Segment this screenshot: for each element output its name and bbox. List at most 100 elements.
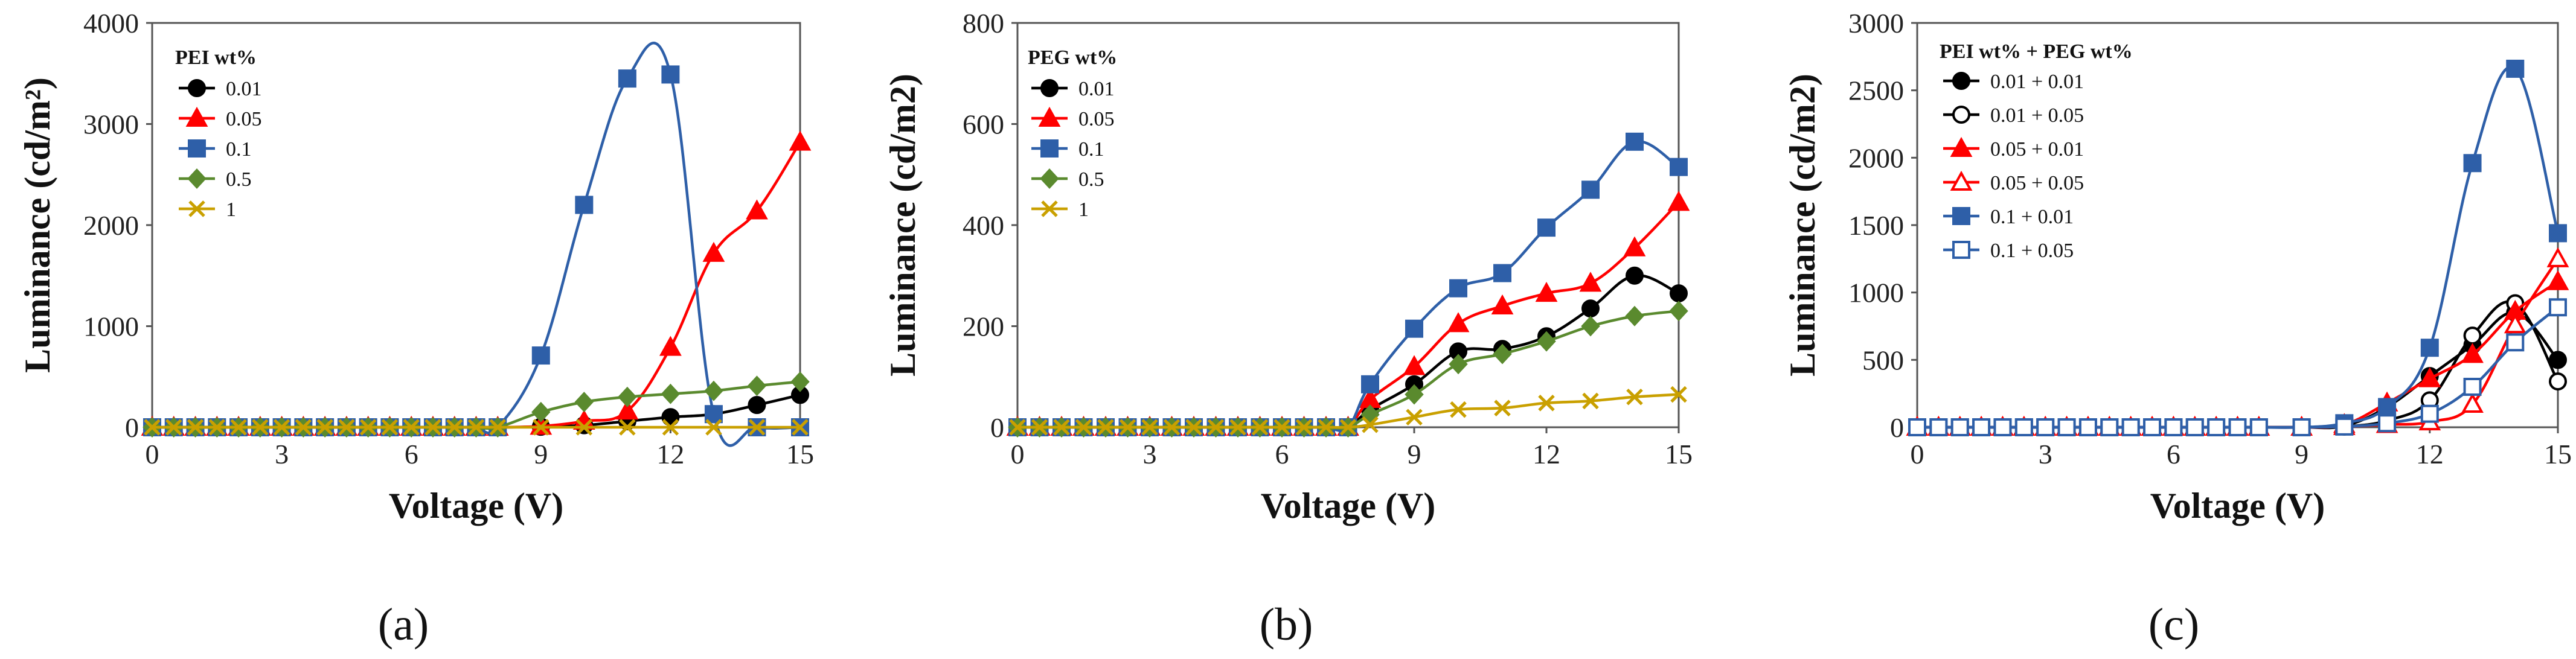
data-point <box>1449 279 1467 298</box>
panel-label-c: (c) <box>2148 599 2199 650</box>
data-point <box>1491 294 1514 314</box>
data-point <box>2420 404 2439 423</box>
legend-entry: 0.01 <box>1078 78 1115 100</box>
y-axis-title: Luminance (cd/m2) <box>883 74 923 377</box>
x-tick-label: 3 <box>275 439 289 470</box>
panel-a: (a) 0 1000 2000 3000 4000 0 3 6 9 12 15 Voltage (V)… <box>18 8 814 650</box>
legend-entry: 0.01 <box>226 78 262 100</box>
panel-label-a: (a) <box>378 599 429 650</box>
series-line <box>1917 300 2559 429</box>
x-tick-label: 3 <box>2039 439 2052 470</box>
data-point <box>2228 418 2247 436</box>
legend-entry: 0.05 <box>1078 108 1115 130</box>
data-point <box>659 336 682 356</box>
data-point <box>2463 378 2482 396</box>
data-point <box>2378 414 2397 433</box>
legend-entry: 0.1 <box>1078 138 1104 161</box>
series-line <box>1017 139 1680 432</box>
data-point <box>618 386 637 407</box>
data-point <box>1361 375 1379 393</box>
legend-title: PEI wt% <box>175 46 257 69</box>
data-point <box>1579 272 1602 292</box>
y-tick-label: 500 <box>1862 345 1904 375</box>
x-tick-label: 6 <box>405 439 418 470</box>
data-point <box>705 419 722 436</box>
data-point <box>1447 312 1470 333</box>
data-point <box>2546 247 2569 267</box>
data-point <box>467 419 485 436</box>
series-line <box>1017 310 1679 430</box>
legend-marker <box>1952 207 1970 225</box>
data-point <box>2014 418 2033 436</box>
panel-label-b: (b) <box>1260 599 1313 650</box>
legend-marker <box>1040 168 1059 189</box>
data-point <box>2546 270 2569 290</box>
y-tick-label: 4000 <box>83 8 139 39</box>
data-point <box>144 419 161 436</box>
data-point <box>661 65 680 84</box>
data-point <box>2249 418 2268 436</box>
data-point <box>1163 419 1181 436</box>
data-point <box>1207 419 1225 436</box>
data-point <box>1403 355 1426 375</box>
data-point <box>1119 419 1136 436</box>
data-point <box>662 419 679 436</box>
x-tick-label: 15 <box>786 439 814 470</box>
data-point <box>2185 418 2204 436</box>
data-point <box>748 419 766 436</box>
data-point <box>1405 384 1424 405</box>
data-point <box>2549 224 2567 243</box>
data-point <box>187 419 204 436</box>
data-point <box>403 419 420 436</box>
data-point <box>252 419 269 436</box>
data-point <box>2461 392 2484 413</box>
data-point <box>531 346 550 365</box>
data-point <box>1626 132 1644 151</box>
data-point <box>746 199 768 220</box>
data-point <box>2504 313 2526 334</box>
data-point <box>1929 418 1948 436</box>
data-point <box>165 419 182 436</box>
y-tick-label: 2000 <box>83 210 139 241</box>
y-tick-label: 200 <box>963 311 1004 342</box>
y-tick-label: 400 <box>963 210 1004 241</box>
data-point <box>1405 319 1423 338</box>
data-point <box>1626 388 1643 406</box>
data-point <box>273 419 290 436</box>
data-point <box>2420 339 2439 357</box>
data-point <box>2506 59 2525 78</box>
data-point <box>790 371 810 392</box>
data-point <box>2078 418 2097 436</box>
data-point <box>1670 284 1688 303</box>
data-point <box>2143 418 2162 436</box>
data-point <box>1670 386 1687 403</box>
data-point <box>2463 326 2482 345</box>
data-point <box>1295 419 1313 436</box>
data-point <box>2036 418 2055 436</box>
x-tick-label: 15 <box>1665 439 1693 470</box>
data-point <box>1537 218 1556 237</box>
data-point <box>2418 367 2441 387</box>
data-point <box>2057 418 2076 436</box>
x-tick-label: 12 <box>656 439 684 470</box>
series-line <box>1917 280 2559 429</box>
legend-marker <box>1952 241 1970 259</box>
data-point <box>208 419 226 436</box>
data-point <box>702 241 725 262</box>
data-point <box>2100 418 2119 436</box>
data-point <box>2121 418 2140 436</box>
data-point <box>1274 419 1290 436</box>
data-point <box>616 400 639 420</box>
data-point <box>1318 419 1334 436</box>
x-tick-label: 6 <box>2167 439 2180 470</box>
data-point <box>2207 418 2226 436</box>
legend: PEI wt% 0.01 0.05 0.1 0.5 1 <box>175 46 262 221</box>
data-point <box>1537 331 1556 352</box>
data-point <box>2549 372 2567 391</box>
data-point <box>1493 343 1512 365</box>
data-point <box>1450 401 1467 418</box>
data-point <box>618 69 636 88</box>
legend-marker <box>1952 72 1970 90</box>
data-point <box>661 408 680 427</box>
